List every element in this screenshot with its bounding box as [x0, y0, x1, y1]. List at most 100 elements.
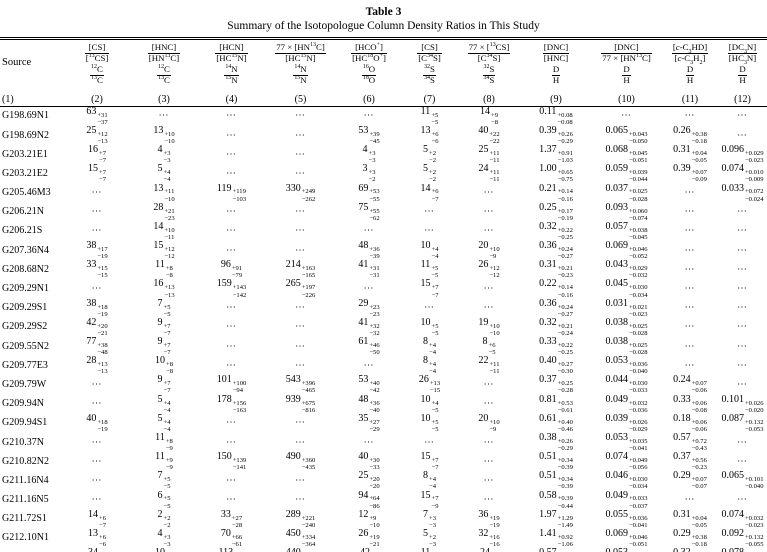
table-row: G209.94N ⋯ 5 +4 −4 178 +156 −163 939 +675 −816 48 +3… — [0, 393, 767, 414]
value-cell: 11 +8 −9 — [130, 432, 198, 452]
table-row: G207.36N4 38 +17 −19 15 +12 −12 ⋯ ⋯ 48 +36 −39 10 +4−… — [0, 240, 767, 261]
no-data-ellipsis: ⋯ — [737, 283, 748, 295]
source-cell: G198.69N1 — [2, 110, 49, 122]
value-cell: 25 +11 −11 — [457, 145, 521, 165]
column-id: (8) — [483, 93, 495, 105]
value-cell: 0.043 +0.029 −0.032 — [591, 260, 662, 280]
value-cell: 5 +4 −4 — [130, 164, 198, 184]
value-cell: 440+127−148 — [265, 548, 336, 552]
value-cell: 15 +7 −7 — [64, 164, 130, 184]
no-data-ellipsis: ⋯ — [91, 398, 103, 410]
error-bounds: +7 −7 — [431, 284, 439, 299]
value: 63 — [86, 105, 97, 117]
value-cell: ⋯ — [64, 203, 130, 222]
value-cell: 12 +9 −10 — [336, 509, 402, 529]
value-cell: ⋯ — [198, 126, 265, 145]
value-cell: ⋯ — [662, 337, 718, 356]
value-cell: 0.059 +0.039 −0.044 — [591, 163, 662, 184]
error-bounds: +8 −8 — [165, 361, 173, 376]
column-id: (5) — [294, 93, 307, 105]
column-header-9: [DNC] [HNC] D H (9) — [521, 38, 591, 107]
error-bounds: +22 −22 — [489, 130, 500, 146]
value-cell: ⋯ — [64, 452, 130, 471]
value-cell: 0.093 +0.060 −0.074 — [591, 202, 662, 222]
error-bounds: +19 −21 — [369, 533, 380, 548]
header-ratio-definition: [CS] [C34S] 32S 34S — [417, 41, 442, 86]
value: 8 — [422, 336, 428, 347]
header-ratio-definition: 77 × [HN13C] [HC15N] 14N 15N — [275, 41, 326, 86]
error-bounds: +0.025 −0.028 — [628, 188, 648, 203]
value-cell: 36 +19 −19 — [457, 509, 521, 529]
error-bounds: +0.029 −0.023 — [744, 150, 764, 165]
value: 61 — [358, 336, 369, 347]
error-bounds: +31 −37 — [97, 111, 108, 126]
value-cell: ⋯ — [662, 491, 718, 510]
value-cell: 4 +3 −3 — [130, 145, 198, 165]
isotopologue-ratio-table: Source (1) [CS] [13CS] 12C 13C (2) [HNC] [HN13C]… — [0, 36, 767, 552]
value: 0.074 — [605, 451, 628, 463]
value-cell: ⋯ — [457, 299, 521, 318]
value-cell: ⋯ — [265, 471, 336, 490]
value: 0.069 — [605, 527, 628, 539]
value: 28 — [86, 355, 97, 367]
value-cell: ⋯ — [457, 203, 521, 222]
error-bounds: +13 −15 — [429, 380, 441, 395]
value-cell: ⋯ — [198, 203, 265, 222]
no-data-ellipsis: ⋯ — [483, 187, 495, 199]
no-data-ellipsis: ⋯ — [295, 302, 306, 314]
value: 5 — [157, 412, 163, 424]
table-row: G212.10N1 13 +6 −6 4 +3 −3 70 +66 −61 450 +334 −364 2… — [0, 527, 767, 548]
value: 0.32 — [673, 547, 691, 552]
error-bounds: +64 −86 — [369, 495, 380, 510]
value-cell: 0.57+0.10−0.11 — [521, 548, 591, 552]
no-data-ellipsis: ⋯ — [226, 474, 237, 486]
error-bounds: +3 −3 — [163, 533, 171, 548]
error-bounds: +5 −5 — [163, 495, 171, 510]
value: 26 — [478, 259, 489, 271]
value-cell: 0.074 +0.010 −0.009 — [718, 164, 767, 184]
value: 38 — [86, 240, 97, 252]
value: 19 — [478, 316, 489, 328]
no-data-ellipsis: ⋯ — [684, 263, 696, 275]
no-data-ellipsis: ⋯ — [737, 455, 748, 467]
value: 11 — [155, 259, 165, 271]
error-bounds: +3 −3 — [428, 514, 436, 529]
no-data-ellipsis: ⋯ — [295, 436, 306, 448]
error-bounds: +19 −19 — [489, 514, 500, 529]
value: 0.059 — [605, 163, 628, 175]
value-cell: 10 +5 −5 — [402, 413, 457, 433]
value-cell: 15 +7 −7 — [402, 279, 457, 299]
value: 11 — [421, 547, 431, 552]
value-cell: 5 +4 −4 — [130, 412, 198, 433]
value-cell: 70 +66 −61 — [198, 528, 265, 548]
value: 0.074 — [721, 508, 744, 520]
no-data-ellipsis: ⋯ — [226, 110, 237, 122]
no-data-ellipsis: ⋯ — [684, 494, 696, 506]
no-data-ellipsis: ⋯ — [483, 398, 495, 410]
value-cell: 4 +3 −3 — [336, 145, 402, 165]
value-cell: 10 +8 −8 — [130, 356, 198, 376]
no-data-ellipsis: ⋯ — [363, 110, 375, 122]
error-bounds: +0.24 −0.27 — [557, 246, 573, 261]
value: 0.26 — [673, 124, 691, 136]
column-header-11: [c-C3HD] [c-C3H2] D H (11) — [662, 38, 718, 107]
value: 0.37 — [673, 451, 691, 463]
value: 1.41 — [539, 527, 557, 539]
value: 26 — [358, 527, 369, 539]
value-cell: ⋯ — [336, 356, 402, 375]
value: 48 — [358, 393, 369, 405]
no-data-ellipsis: ⋯ — [684, 225, 696, 237]
value-cell: ⋯ — [265, 299, 336, 318]
value: 13 — [420, 124, 431, 136]
value: 34 — [88, 547, 98, 552]
value-cell: ⋯ — [198, 337, 265, 356]
value: 0.25 — [539, 201, 557, 213]
value-cell: 0.57 +0.72 −0.43 — [662, 432, 718, 452]
value-cell: ⋯ — [662, 279, 718, 298]
error-bounds: +11 −11 — [489, 361, 500, 376]
value: 11 — [155, 451, 165, 463]
value: 440 — [286, 547, 301, 552]
value: 6 — [157, 489, 163, 501]
value: 41 — [358, 259, 369, 271]
value-cell: 178 +156 −163 — [198, 394, 265, 414]
